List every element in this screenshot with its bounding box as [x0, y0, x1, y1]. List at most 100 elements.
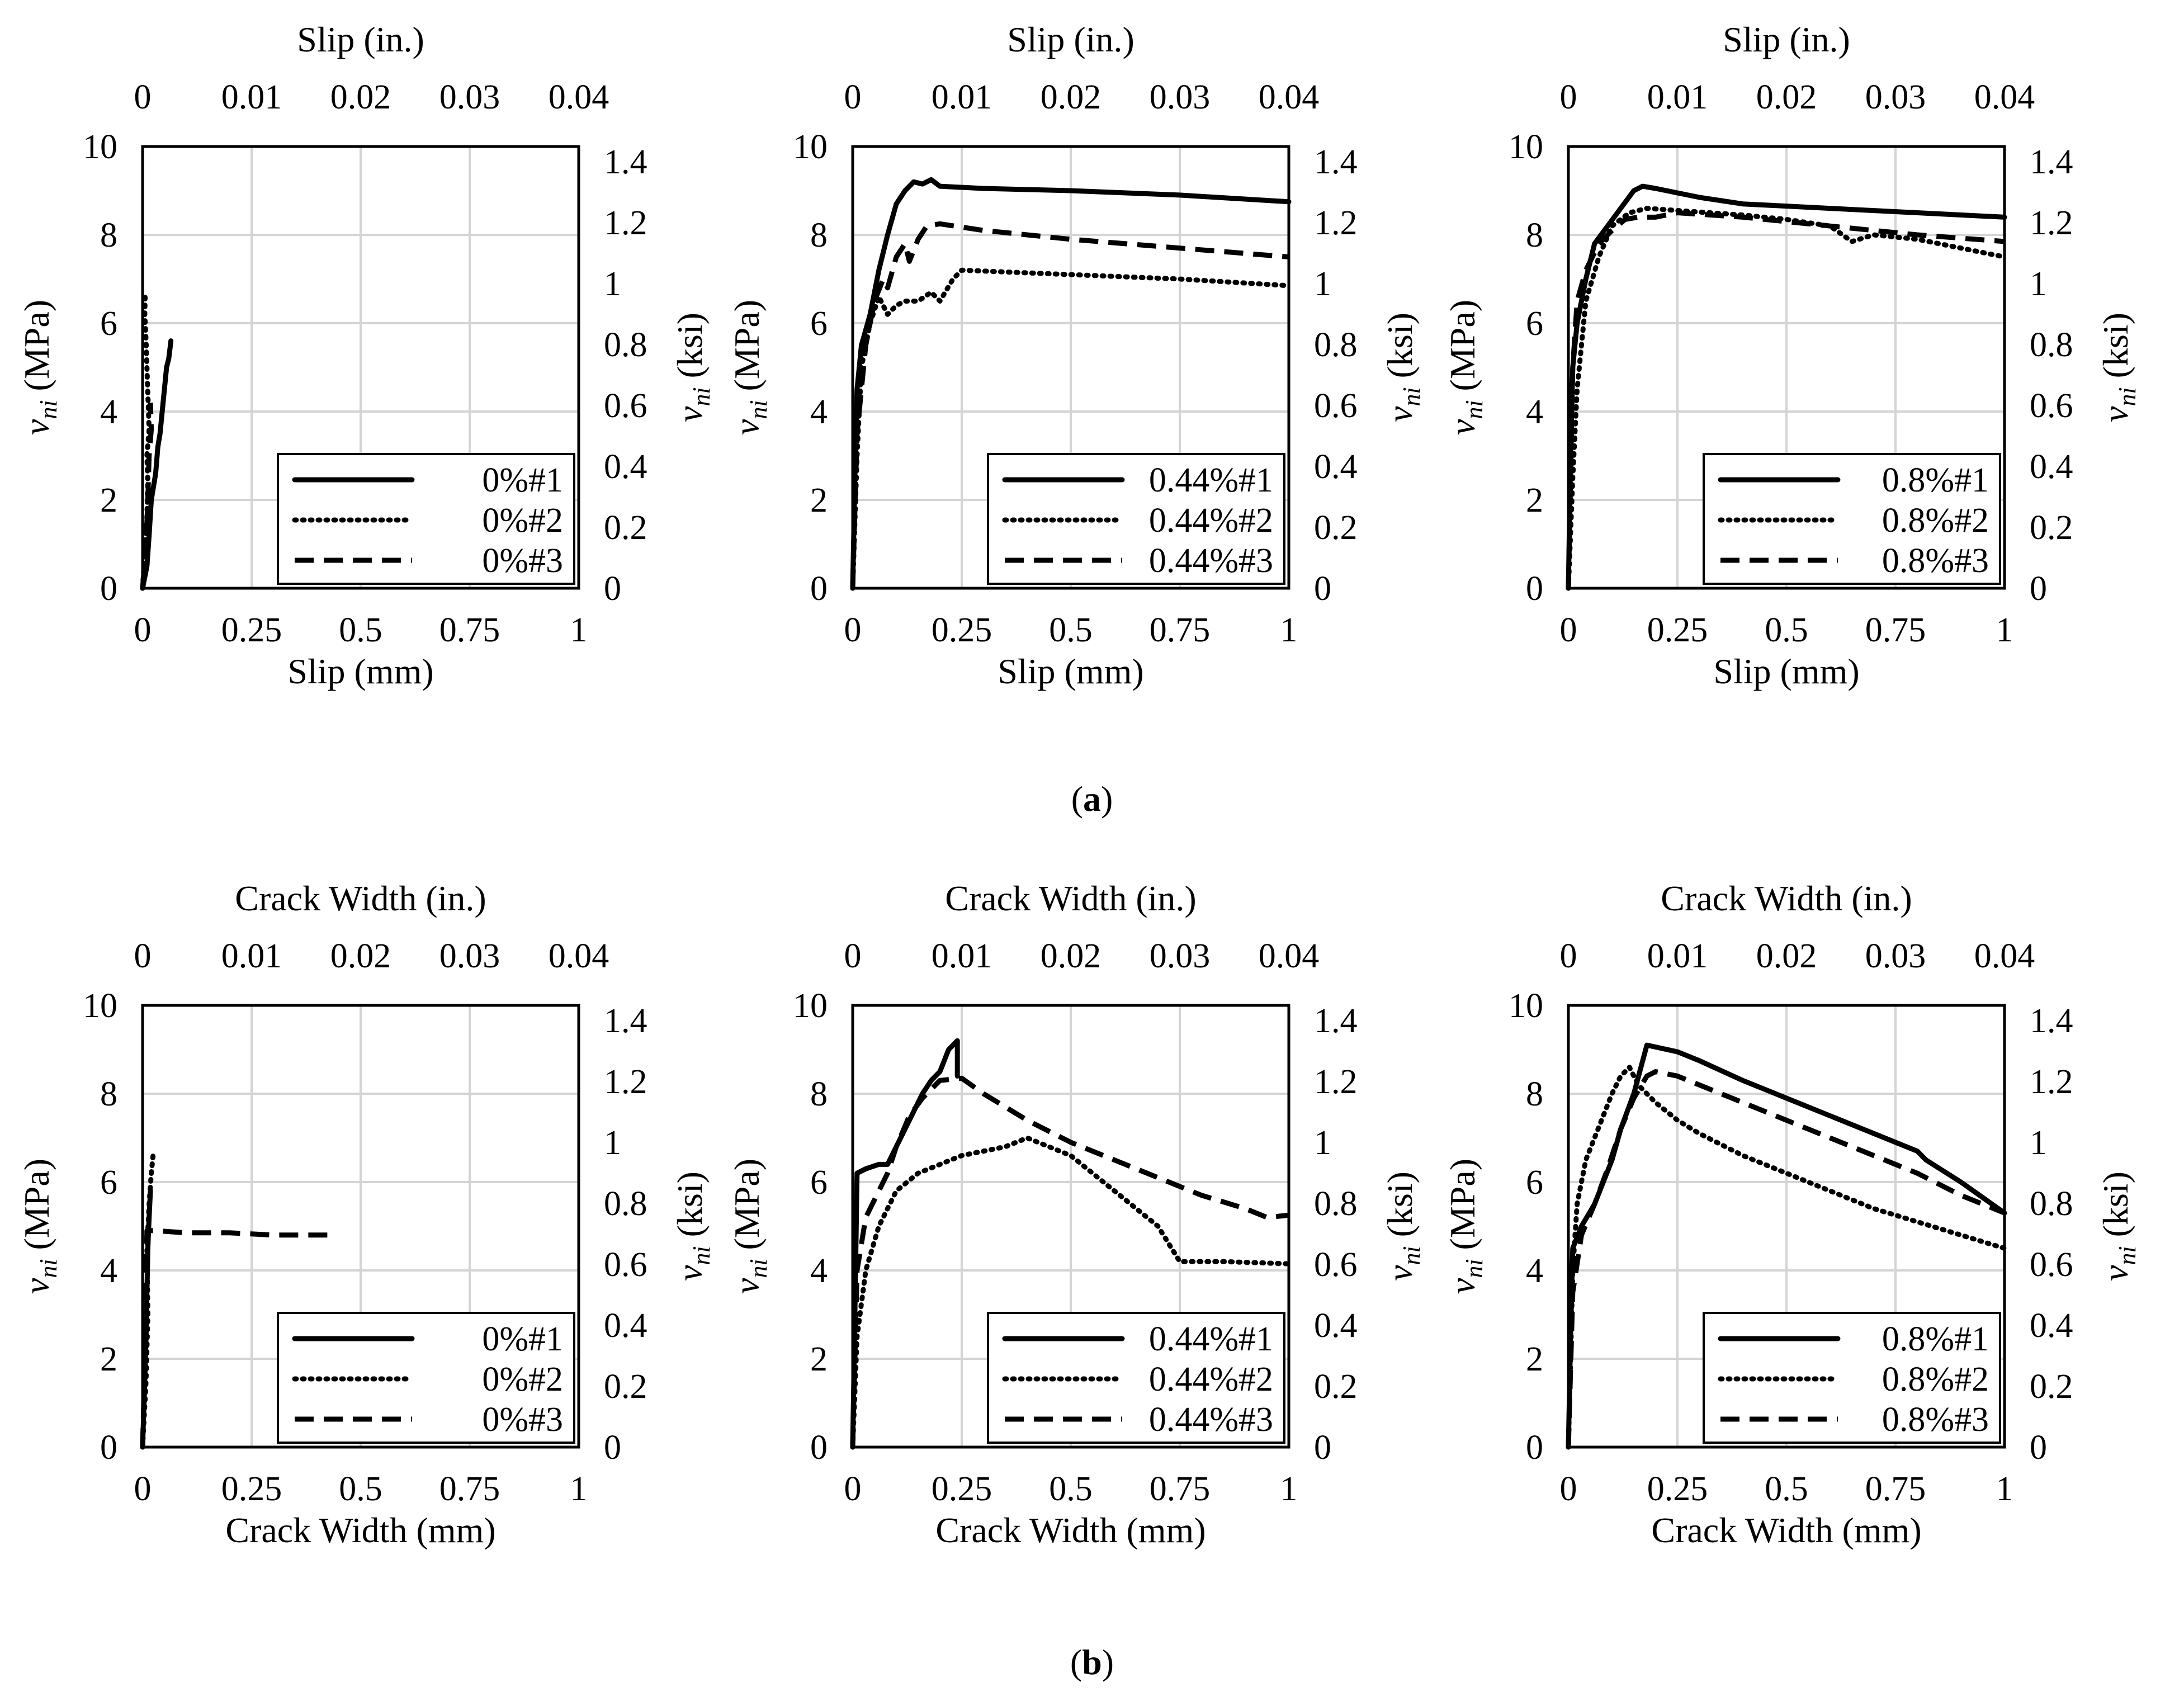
y-right-title-main: v — [670, 406, 710, 422]
chart-panel-b-1: 0 0.25 0.5 0.75 10 0.01 0.02 0.03 0.04024681000.… — [17, 878, 715, 1550]
y-right-tick-label: 1 — [1314, 265, 1331, 303]
x-top-tick-label: 0.04 — [549, 78, 609, 116]
y-right-title-main: v — [1380, 1265, 1420, 1281]
y-right-tick-label: 1.2 — [604, 1063, 647, 1101]
y-right-tick-label: 1 — [604, 1124, 621, 1162]
y-axis-title: vni (MPa) — [1443, 1159, 1488, 1294]
y-tick-label: 4 — [100, 1252, 117, 1290]
x-axis-top-title: Slip (in.) — [1723, 20, 1850, 59]
chart-panel-b-3: 0 0.25 0.5 0.75 10 0.01 0.02 0.03 0.04024681000.… — [1443, 878, 2141, 1550]
y-title-unit: (MPa) — [727, 1159, 767, 1259]
x-top-tick-label: 0 — [844, 937, 862, 975]
y-right-title-sub: ni — [688, 1246, 715, 1265]
legend-label: 0.8%#1 — [1882, 1320, 1989, 1358]
y-right-title-unit: (ksi) — [1380, 313, 1420, 387]
y-right-tick-label: 0 — [604, 1429, 621, 1467]
legend: 0.8%#10.8%#20.8%#3 — [1703, 1312, 2001, 1444]
x-tick-label: 0 — [1560, 611, 1577, 649]
caption-open: ( — [1070, 1642, 1082, 1682]
y-title-unit: (MPa) — [17, 300, 56, 400]
y-tick-label: 6 — [100, 1164, 117, 1202]
y-tick-label: 2 — [100, 481, 117, 519]
y-right-tick-label: 0.6 — [604, 1246, 647, 1284]
y-right-axis-title: vni (ksi) — [670, 1171, 715, 1281]
y-title-main: v — [727, 419, 767, 435]
plot-frame — [851, 145, 1290, 590]
y-right-tick-label: 0.4 — [2030, 1307, 2073, 1345]
y-right-tick-label: 0.2 — [604, 1368, 647, 1406]
y-right-tick-label: 0 — [604, 570, 621, 608]
y-tick-label: 2 — [100, 1340, 117, 1378]
x-tick-label: 1 — [1996, 1470, 2013, 1508]
y-tick-label: 0 — [1526, 1429, 1543, 1467]
chart-panel-a-1: 0 0.25 0.5 0.75 10 0.01 0.02 0.03 0.04024681000.… — [17, 20, 715, 691]
y-tick-label: 8 — [810, 216, 828, 254]
y-right-tick-label: 0.6 — [2030, 387, 2073, 425]
series-line-0.8%#1 — [1566, 1042, 2007, 1450]
x-tick-label: 1 — [1280, 611, 1298, 649]
x-top-tick-label: 0.01 — [1647, 937, 1708, 975]
x-top-tick-label: 0.01 — [932, 78, 992, 116]
y-title-unit: (MPa) — [1443, 300, 1482, 400]
series-line-0%#1 — [140, 338, 174, 591]
x-top-tick-label: 0 — [134, 937, 152, 975]
y-right-axis-title: vni (ksi) — [2096, 313, 2141, 422]
y-right-tick-label: 0.4 — [604, 1307, 647, 1345]
x-tick-label: 0.5 — [1049, 1470, 1093, 1508]
y-right-tick-label: 0 — [2030, 1429, 2047, 1467]
y-right-tick-label: 0.4 — [604, 448, 647, 486]
series-line-0.44%#3 — [850, 1075, 1289, 1448]
y-right-tick-label: 0 — [2030, 570, 2047, 608]
y-title-unit: (MPa) — [727, 300, 767, 400]
y-title-main: v — [727, 1278, 767, 1294]
y-right-tick-label: 0.2 — [2030, 509, 2073, 547]
y-right-tick-label: 0.8 — [604, 326, 647, 364]
series-line-0.8%#3 — [1566, 210, 2005, 589]
y-tick-label: 4 — [1526, 393, 1543, 431]
x-top-tick-label: 0 — [1560, 937, 1577, 975]
series-line-0.44%#1 — [850, 177, 1292, 591]
y-right-tick-label: 1 — [2030, 1124, 2047, 1162]
x-top-tick-label: 0.04 — [1259, 78, 1320, 116]
y-right-title-main: v — [670, 1265, 710, 1281]
y-title-sub: ni — [1460, 400, 1488, 419]
x-tick-label: 0 — [1560, 1470, 1577, 1508]
x-tick-label: 0.75 — [1865, 611, 1926, 649]
y-right-title-unit: (ksi) — [670, 313, 710, 387]
x-tick-label: 0 — [134, 611, 152, 649]
y-tick-label: 6 — [810, 305, 828, 343]
y-tick-label: 0 — [810, 1429, 828, 1467]
x-top-tick-label: 0.01 — [932, 937, 992, 975]
x-top-tick-label: 0.03 — [1150, 78, 1211, 116]
y-right-tick-label: 0.6 — [2030, 1246, 2073, 1284]
y-right-tick-label: 0.4 — [1314, 1307, 1358, 1345]
caption-letter: a — [1083, 779, 1101, 819]
x-tick-label: 0.5 — [339, 611, 382, 649]
x-tick-label: 0.25 — [1647, 1470, 1708, 1508]
y-right-title-unit: (ksi) — [2096, 313, 2135, 387]
y-right-tick-label: 0.6 — [604, 387, 647, 425]
plot-frame — [1567, 145, 2006, 590]
y-right-tick-label: 0.2 — [2030, 1368, 2073, 1406]
plot-frame — [851, 1004, 1290, 1449]
legend-label: 0.8%#2 — [1882, 1360, 1989, 1398]
plot-frame — [1567, 1004, 2006, 1449]
y-tick-label: 6 — [100, 305, 117, 343]
y-title-sub: ni — [745, 1259, 772, 1278]
y-right-tick-label: 1.2 — [2030, 1063, 2073, 1101]
series-line-0.44%#1 — [850, 1038, 960, 1450]
legend-label: 0%#2 — [482, 502, 563, 540]
y-right-tick-label: 0.8 — [604, 1185, 647, 1223]
x-tick-label: 0.5 — [1765, 1470, 1808, 1508]
x-top-tick-label: 0.02 — [1041, 937, 1102, 975]
y-title-unit: (MPa) — [17, 1159, 56, 1259]
x-axis-top-title: Slip (in.) — [1007, 20, 1134, 59]
legend-label: 0%#3 — [482, 1401, 563, 1439]
x-top-tick-label: 0 — [134, 78, 152, 116]
y-right-title-main: v — [2096, 1265, 2135, 1281]
x-top-tick-label: 0.03 — [1865, 937, 1926, 975]
y-tick-label: 4 — [810, 1252, 828, 1290]
chart-panel-a-3: 0 0.25 0.5 0.75 10 0.01 0.02 0.03 0.04024681000.… — [1443, 20, 2141, 691]
x-tick-label: 0.25 — [221, 1470, 282, 1508]
x-tick-label: 1 — [570, 611, 588, 649]
